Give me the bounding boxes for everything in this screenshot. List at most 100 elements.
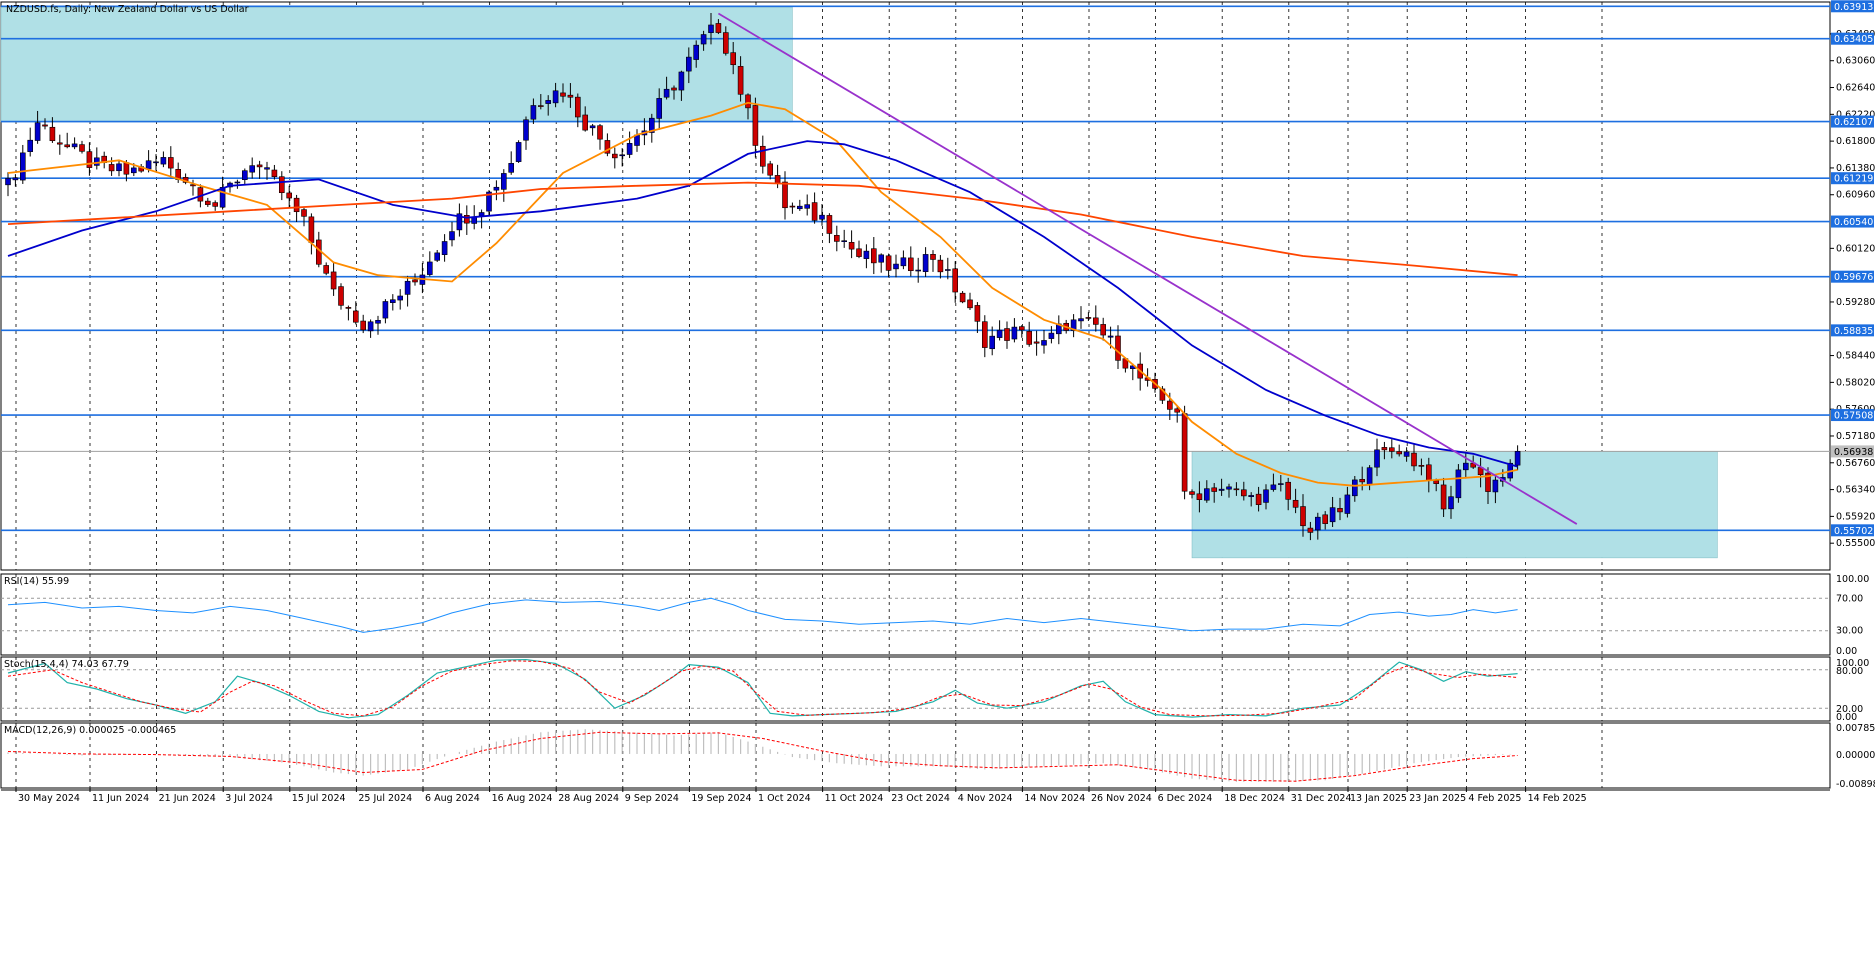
candle-body: [552, 90, 559, 104]
level-price-badge: [1831, 524, 1874, 537]
candle-body: [523, 119, 529, 141]
candle-body: [12, 177, 19, 181]
candle-body: [1033, 341, 1040, 344]
candle-body: [1070, 319, 1077, 331]
candle-body: [1374, 449, 1380, 468]
stoch-signal-line: [7, 660, 1518, 717]
level-price-badge: [1831, 172, 1874, 185]
candle-body: [1204, 488, 1210, 501]
candle-body: [952, 268, 959, 293]
candle-body: [71, 143, 78, 148]
candle-body: [907, 257, 914, 271]
candle-body: [1366, 467, 1373, 485]
candle-body: [937, 259, 944, 273]
price-tick-label: 0.62640: [1836, 83, 1875, 94]
stoch-tick-label: 20.00: [1836, 704, 1863, 715]
candle-body: [205, 200, 211, 205]
macd-tick-label: -0.008983: [1836, 779, 1875, 790]
candle-body: [212, 202, 218, 207]
candle-body: [1226, 486, 1232, 490]
rsi-tick-label: 70.00: [1836, 593, 1863, 604]
candle-body: [19, 152, 26, 181]
pane-frame: [0, 1, 1831, 571]
date-label: 14 Feb 2025: [1528, 793, 1587, 804]
candle-body: [1300, 506, 1306, 527]
date-label: 16 Aug 2024: [492, 793, 553, 804]
candle-body: [833, 235, 840, 242]
date-label: 6 Dec 2024: [1158, 793, 1213, 804]
rsi-tick-label: 100.00: [1836, 574, 1869, 585]
rsi-label: RSI(14) 55.99: [4, 576, 69, 587]
candle-body: [582, 114, 589, 131]
candle-body: [389, 299, 396, 303]
date-label: 23 Jan 2025: [1409, 793, 1466, 804]
candle-body: [1085, 317, 1092, 319]
supply-demand-zone: [0, 6, 793, 123]
candle-body: [1315, 516, 1321, 531]
candle-body: [153, 161, 159, 164]
stoch-label: Stoch(15,4,4) 74.03 67.79: [4, 659, 129, 670]
candle-body: [271, 169, 278, 177]
date-label: 3 Jul 2024: [225, 793, 273, 804]
candle-body: [1463, 462, 1469, 471]
candle-body: [1492, 479, 1499, 493]
candle-body: [1004, 328, 1010, 341]
candle-body: [308, 216, 315, 243]
candle-body: [34, 122, 41, 141]
candle-body: [190, 184, 196, 187]
candle-body: [1174, 408, 1180, 413]
candle-body: [131, 167, 137, 174]
date-label: 4 Nov 2024: [958, 793, 1013, 804]
level-price-badge: [1831, 324, 1874, 337]
candle-body: [1359, 479, 1365, 483]
candle-body: [1167, 400, 1173, 410]
date-label: 13 Jan 2025: [1350, 793, 1407, 804]
level-price-label: 0.62107: [1834, 117, 1873, 128]
candle-body: [360, 320, 367, 331]
candle-body: [619, 154, 626, 157]
candle-body: [989, 335, 996, 350]
candle-body: [804, 204, 811, 209]
supply-demand-zone: [1191, 451, 1718, 559]
candle-body: [1485, 472, 1491, 492]
stoch-tick-label: 0.00: [1836, 712, 1857, 723]
candle-body: [1352, 479, 1358, 497]
candle-body: [1396, 451, 1402, 455]
candle-body: [375, 320, 381, 324]
candle-body: [234, 181, 241, 184]
pane-frame: [0, 656, 1831, 722]
candle-body: [944, 269, 951, 271]
candle-body: [819, 214, 825, 220]
level-price-badge: [1831, 270, 1874, 283]
price-tick-label: 0.55920: [1836, 511, 1875, 522]
candle-body: [826, 215, 833, 234]
candle-body: [515, 142, 522, 162]
candle-body: [959, 292, 966, 303]
candle-body: [145, 160, 152, 170]
trendline: [717, 12, 1578, 525]
candle-body: [878, 254, 885, 263]
candle-body: [486, 191, 492, 212]
candle-body: [1018, 326, 1025, 331]
date-label: 9 Sep 2024: [625, 793, 679, 804]
candle-body: [774, 175, 781, 184]
date-label: 25 Jul 2024: [358, 793, 412, 804]
candle-body: [930, 254, 936, 260]
candle-body: [168, 157, 174, 169]
price-tick-label: 0.62220: [1836, 109, 1875, 120]
candle-body: [1337, 508, 1343, 513]
candle-body: [693, 44, 700, 60]
candle-body: [1411, 452, 1417, 467]
candle-body: [5, 177, 11, 186]
price-tick-label: 0.60960: [1836, 190, 1875, 201]
candle-body: [426, 261, 433, 275]
candle-body: [530, 105, 537, 120]
candle-body: [367, 321, 374, 332]
candle-body: [1026, 331, 1032, 345]
price-tick-label: 0.58440: [1836, 351, 1875, 362]
price-tick-label: 0.58020: [1836, 377, 1875, 388]
date-label: 26 Nov 2024: [1091, 793, 1152, 804]
candle-body: [449, 231, 455, 241]
